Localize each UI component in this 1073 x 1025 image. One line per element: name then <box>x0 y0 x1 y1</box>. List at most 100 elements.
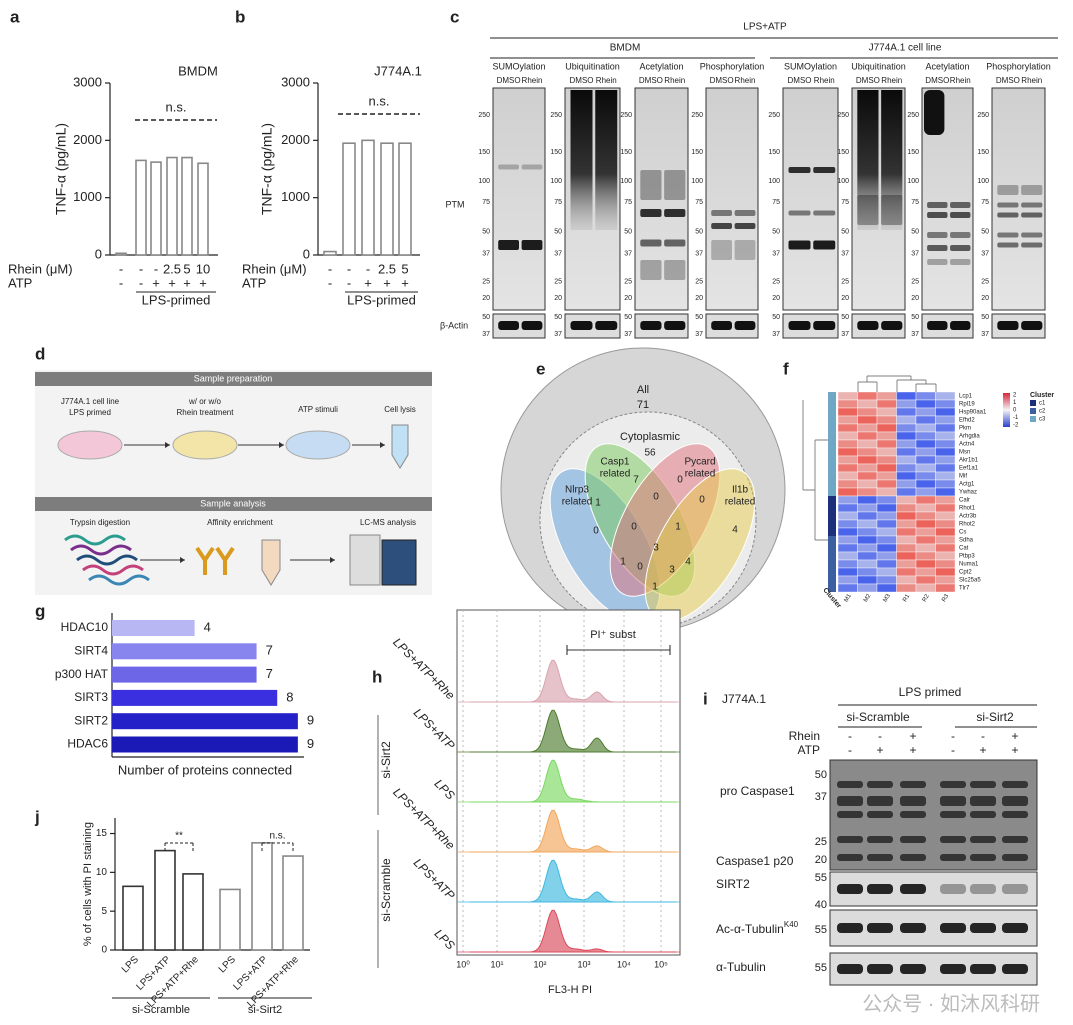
heat-cell <box>837 511 858 521</box>
row-label: ATP <box>798 743 820 757</box>
bar <box>112 666 257 683</box>
section-bar <box>35 497 432 511</box>
plot-frame <box>456 609 681 956</box>
band <box>950 212 971 218</box>
heat-cell <box>837 439 858 449</box>
lane-label: Rhein <box>522 76 543 85</box>
gene-label: Arhgdia <box>959 434 980 440</box>
band <box>867 964 893 974</box>
bar <box>282 855 304 951</box>
heat-cell <box>896 543 917 553</box>
column-title: SUMOylation <box>492 61 545 71</box>
histogram <box>470 709 676 753</box>
mw-marker: 37 <box>841 250 849 257</box>
cluster-annotation <box>828 480 836 488</box>
band <box>857 195 879 225</box>
region-count: 4 <box>685 557 691 568</box>
row-label: ATP <box>242 275 266 290</box>
region-count: 3 <box>669 565 675 576</box>
condition: - <box>328 275 332 290</box>
x-tick-label: 10² <box>533 959 546 969</box>
gene-label: Pkm <box>959 426 971 432</box>
cluster-annotation <box>828 520 836 528</box>
heat-cell <box>915 471 936 481</box>
heat-cell <box>876 543 897 553</box>
gene-label: Eef1a1 <box>959 466 979 472</box>
band <box>813 321 836 330</box>
sample-label: M1 <box>844 593 854 604</box>
y-tick-label: 0 <box>101 945 107 956</box>
heat-cell <box>857 567 878 577</box>
heat-cell <box>837 543 858 553</box>
cluster-annotation <box>828 488 836 496</box>
annotation: n.s. <box>369 93 390 108</box>
band <box>1021 321 1043 330</box>
band <box>927 202 948 208</box>
value-label: 7 <box>266 666 273 681</box>
mw-marker: 37 <box>981 250 989 257</box>
condition: + <box>909 743 916 757</box>
mw-marker: 37 <box>624 250 632 257</box>
sample-label: R3 <box>941 593 950 603</box>
cluster-annotation <box>828 472 836 480</box>
dendrogram <box>857 375 937 392</box>
gene-label: Rhot1 <box>959 506 976 512</box>
condition: 2.5 <box>163 261 181 276</box>
lane-label: DMSO <box>788 76 812 85</box>
lane-label: Rhein <box>596 76 617 85</box>
panel-label: b <box>235 7 245 26</box>
condition: + <box>183 275 191 290</box>
band <box>640 209 662 217</box>
mw-marker: 50 <box>911 228 919 235</box>
mw-marker: 250 <box>768 112 780 119</box>
heat-cell <box>896 495 917 505</box>
band <box>940 854 966 861</box>
set-label: Cytoplasmic <box>620 431 680 443</box>
heat-cell <box>876 431 897 441</box>
mw-marker: 75 <box>772 199 780 206</box>
step-label: J774A.1 cell line <box>61 397 120 406</box>
band <box>837 884 863 894</box>
heat-cell <box>837 495 858 505</box>
band <box>970 884 996 894</box>
heat-cell <box>935 439 956 449</box>
histogram <box>470 859 676 903</box>
band <box>664 321 686 330</box>
mw-marker: 37 <box>911 331 919 338</box>
heat-cell <box>876 391 897 401</box>
band <box>1002 923 1028 933</box>
x-tick-label: 10³ <box>577 959 590 969</box>
bar <box>197 162 209 256</box>
heat-cell <box>857 455 878 465</box>
heat-cell <box>896 559 917 569</box>
band <box>711 210 732 216</box>
legend-swatch <box>1030 408 1036 414</box>
legend-label: c1 <box>1039 401 1046 407</box>
x-tick-label: 10¹ <box>490 959 503 969</box>
heat-cell <box>915 439 936 449</box>
step-label: Rhein treatment <box>177 408 235 417</box>
band <box>595 321 618 330</box>
header: LPS+ATP <box>743 22 787 33</box>
heat-cell <box>896 471 917 481</box>
mw-marker: 50 <box>624 314 632 321</box>
heat-cell <box>935 583 956 593</box>
band <box>927 245 948 251</box>
band <box>970 836 996 843</box>
band <box>900 836 926 843</box>
band <box>1002 836 1028 843</box>
heat-cell <box>837 559 858 569</box>
band <box>881 321 903 330</box>
cluster-annotation <box>828 424 836 432</box>
band <box>1002 796 1028 806</box>
gene-label: Slc25a5 <box>959 578 981 584</box>
mw-marker: 37 <box>695 250 703 257</box>
legend-title: Cluster <box>1030 392 1054 399</box>
heat-cell <box>837 479 858 489</box>
bar <box>115 252 127 256</box>
lane-label: DMSO <box>996 76 1020 85</box>
group-label: si-Sirt2 <box>379 741 393 779</box>
condition: + <box>364 275 372 290</box>
condition: + <box>876 743 883 757</box>
panel-label: i <box>703 689 708 708</box>
